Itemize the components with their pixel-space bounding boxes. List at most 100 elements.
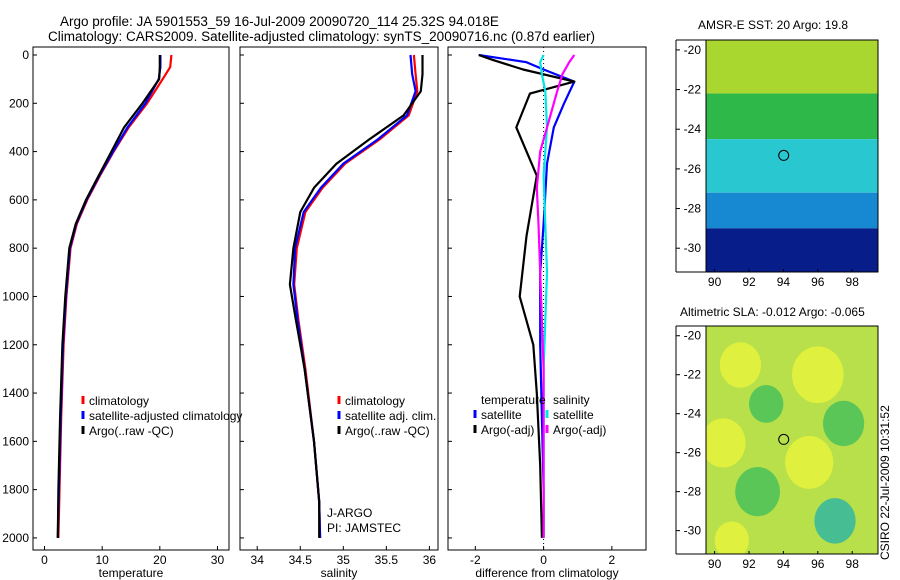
- salinity-series-climatology: [293, 54, 419, 538]
- difference-series-temperature-argo-adj-: [478, 53, 576, 538]
- sla-map-field: [706, 326, 878, 554]
- salinity-legend-label: satellite adj. clim.: [345, 409, 436, 423]
- difference-xtick-label: -2: [470, 553, 481, 567]
- sla-map-xtick-label: 96: [811, 557, 825, 571]
- sla-map-blob: [822, 400, 865, 447]
- sla-map-ytick-label: -26: [684, 446, 702, 460]
- difference-series-temperature-satellite: [478, 53, 576, 538]
- temperature-series-argo-raw-qc-: [56, 55, 161, 538]
- sla-map-blob: [706, 418, 746, 468]
- difference-legend-label: Argo(-adj): [481, 423, 534, 437]
- sla-map-ytick-label: -22: [684, 368, 702, 382]
- sst-map-frame: [705, 39, 879, 273]
- sla-map-blob: [714, 521, 749, 554]
- sst-map: 90 92 94 96 98 -20 -22 -24 -26 -28 -30: [675, 39, 879, 289]
- sst-map-ytick-label: -24: [684, 122, 702, 136]
- salinity-xtick-label: 34.5: [289, 553, 313, 567]
- salinity-frame: [239, 46, 439, 551]
- salinity-xtick-label: 35: [337, 553, 351, 567]
- difference-legend-label: satellite: [553, 408, 594, 422]
- difference-frame: [447, 46, 647, 551]
- temperature-series-climatology: [57, 54, 173, 538]
- sst-map-xtick-label: 96: [811, 275, 825, 289]
- sst-map-ytick-label: -26: [684, 162, 702, 176]
- temperature-ytick-label: 1600: [2, 434, 29, 448]
- temperature-ytick-label: 200: [9, 96, 29, 110]
- sla-map-ytick-label: -24: [684, 407, 702, 421]
- sst-map-title: AMSR-E SST: 20 Argo: 19.8: [698, 18, 849, 32]
- sst-map-ytick-label: -22: [684, 83, 702, 97]
- difference-xtick-label: 0: [540, 553, 547, 567]
- temperature-chart: 0 10 20 30 0 200 400 600 800 1000 1200 1400 1600 1800…: [2, 46, 242, 580]
- salinity-xlabel: salinity: [321, 566, 358, 580]
- temperature-xlabel: temperature: [99, 566, 164, 580]
- difference-xtick-label: 2: [609, 553, 616, 567]
- salinity-legend-label: Argo(..raw -QC): [345, 424, 430, 438]
- temperature-ytick-label: 800: [9, 241, 29, 255]
- header-line-1: Argo profile: JA 5901553_59 16-Jul-2009 …: [60, 14, 499, 29]
- difference-xlabel: difference from climatology: [475, 566, 618, 580]
- sst-map-xtick-label: 90: [708, 275, 722, 289]
- sst-map-ytick-label: -20: [684, 43, 702, 57]
- difference-legend-label: satellite: [481, 408, 522, 422]
- temperature-ytick-label: 1000: [2, 289, 29, 303]
- sla-map-frame: [705, 325, 879, 555]
- sla-map-ytick-label: -30: [684, 524, 702, 538]
- temperature-frame: [32, 46, 230, 551]
- temperature-xtick-label: 10: [95, 553, 109, 567]
- sst-map-band: [706, 40, 878, 94]
- salinity-xtick-label: 35.5: [375, 553, 399, 567]
- difference-legend-group-title: temperature: [481, 393, 546, 407]
- temperature-ytick-label: 400: [9, 145, 29, 159]
- sla-map-title: Altimetric SLA: -0.012 Argo: -0.065: [680, 305, 865, 319]
- temperature-legend-label: satellite-adjusted climatology: [89, 409, 242, 423]
- temperature-legend-label: Argo(..raw -QC): [89, 424, 174, 438]
- temperature-ytick-label: 0: [22, 48, 29, 62]
- salinity-chart: 34 34.5 35 35.5 36 salinity climatologysatelli…: [239, 46, 439, 580]
- sla-map-blob: [735, 467, 780, 517]
- salinity-annotation-pi: PI: JAMSTEC: [327, 521, 401, 535]
- sla-map: 90 92 94 96 98 -20 -22 -24 -26 -28 -30: [675, 325, 879, 571]
- temperature-series-satellite-adjusted-climatology: [56, 55, 162, 538]
- salinity-annotation-float: J-ARGO: [327, 506, 372, 520]
- sla-map-blob: [785, 435, 834, 489]
- sst-map-band: [706, 228, 878, 272]
- temperature-ytick-label: 2000: [2, 531, 29, 545]
- header-line-2: Climatology: CARS2009. Satellite-adjuste…: [48, 29, 596, 44]
- sst-map-argo-marker: [778, 149, 790, 161]
- temperature-legend-label: climatology: [89, 394, 149, 408]
- sla-map-ytick-label: -20: [684, 329, 702, 343]
- temperature-xtick-label: 20: [153, 553, 167, 567]
- salinity-legend-label: climatology: [345, 394, 405, 408]
- sla-map-blob: [719, 342, 762, 388]
- salinity-xtick-label: 34: [251, 553, 265, 567]
- sst-map-band: [706, 93, 878, 140]
- difference-legend-group-title: salinity: [553, 393, 590, 407]
- sst-map-ytick-label: -28: [684, 202, 702, 216]
- sst-map-field: [706, 40, 878, 272]
- temperature-xtick-label: 0: [41, 553, 48, 567]
- sla-map-xtick-label: 92: [742, 557, 756, 571]
- sst-map-xtick-label: 94: [777, 275, 791, 289]
- sla-map-blob: [749, 385, 784, 423]
- sst-map-xtick-label: 98: [846, 275, 860, 289]
- sst-map-band: [706, 192, 878, 229]
- sla-map-blob: [814, 498, 856, 544]
- difference-legend-label: Argo(-adj): [553, 423, 606, 437]
- sla-map-ytick-label: -28: [684, 485, 702, 499]
- salinity-xtick-label: 36: [423, 553, 437, 567]
- temperature-ytick-label: 600: [9, 193, 29, 207]
- temperature-xtick-label: 30: [211, 553, 225, 567]
- sla-map-xtick-label: 90: [708, 557, 722, 571]
- sla-map-argo-marker: [778, 433, 790, 445]
- difference-series-salinity-argo-adj-: [535, 54, 576, 538]
- sla-map-xtick-label: 94: [777, 557, 791, 571]
- temperature-ytick-label: 1400: [2, 386, 29, 400]
- sla-map-blob: [792, 346, 844, 404]
- temperature-ytick-label: 1800: [2, 483, 29, 497]
- salinity-series-argo-raw-qc-: [288, 55, 424, 538]
- sla-map-xtick-label: 98: [846, 557, 860, 571]
- sst-map-ytick-label: -30: [684, 241, 702, 255]
